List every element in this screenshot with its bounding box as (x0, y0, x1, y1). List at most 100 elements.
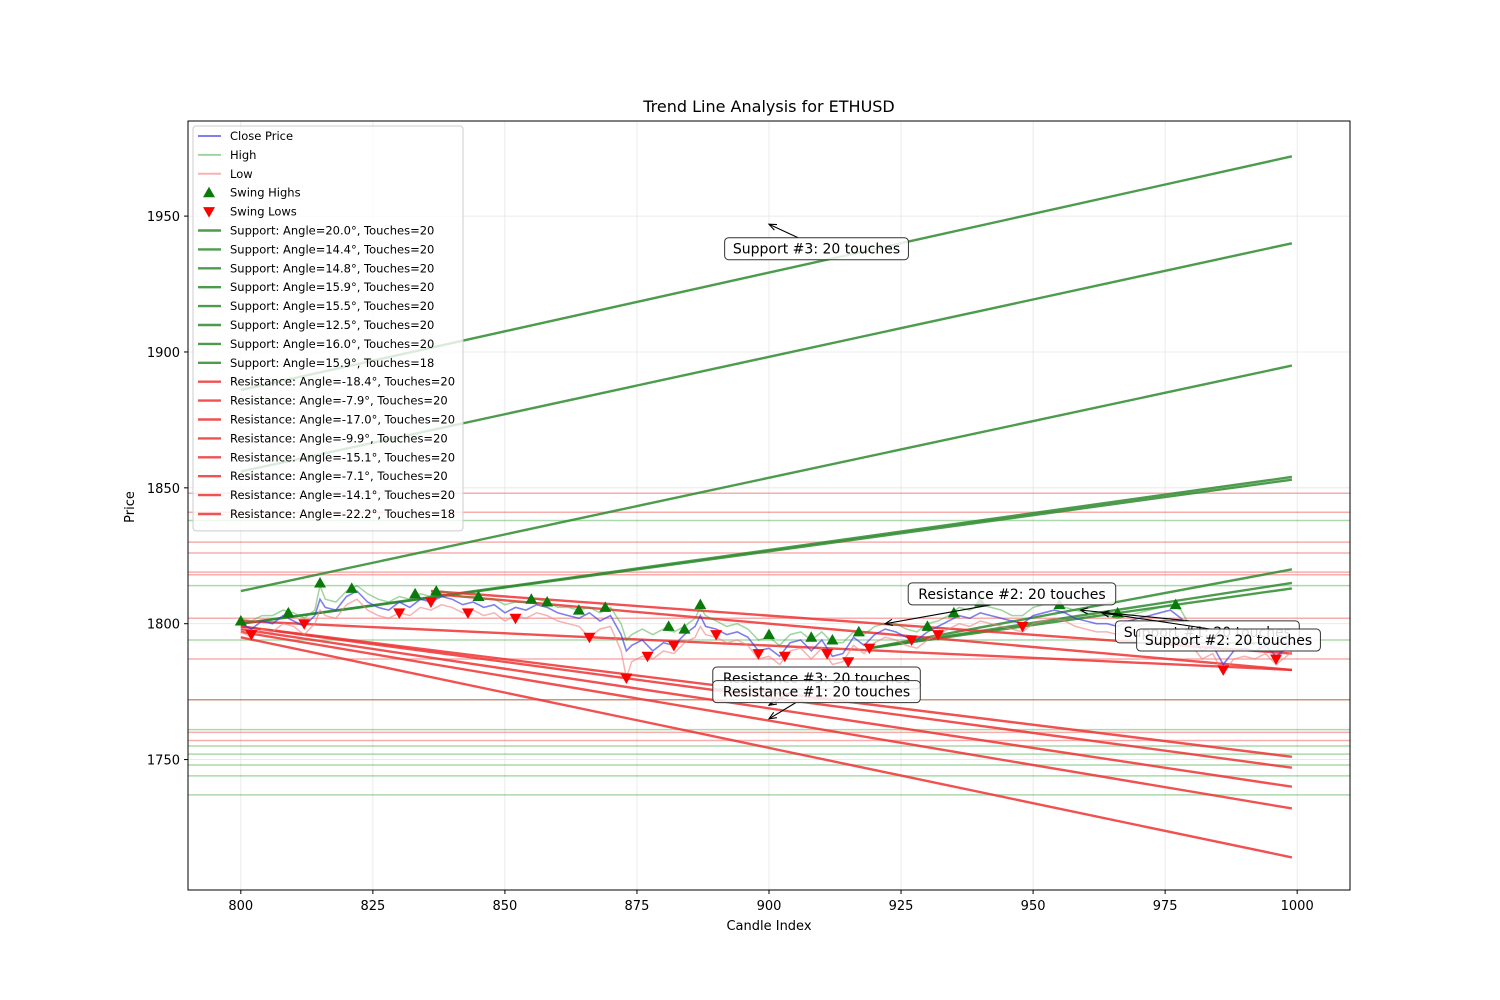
x-tick-label: 800 (228, 899, 253, 914)
swing-low-marker (778, 651, 791, 663)
swing-high-marker (430, 585, 443, 596)
annotation-arrow (1101, 612, 1211, 630)
swing-high-marker (1169, 598, 1182, 610)
resistance-trend-line (240, 619, 1292, 672)
swing-high-marker (472, 590, 485, 602)
swing-low-marker (932, 630, 945, 641)
y-axis-label: Price (123, 491, 138, 523)
legend-swatch-swing-high (203, 186, 215, 198)
x-tick-label: 975 (1153, 899, 1178, 914)
swing-high-marker (345, 582, 358, 593)
x-tick-label: 950 (1021, 899, 1046, 914)
annotation-arrowhead (1079, 607, 1089, 615)
swing-high-marker (314, 576, 327, 588)
swing-high-marker (694, 598, 707, 610)
swing-low-marker (583, 632, 596, 644)
legend-entry: Resistance: Angle=-7.9°, Touches=20 (230, 394, 448, 408)
annotation-arrow (768, 702, 797, 720)
swing-low-marker (1217, 665, 1230, 676)
legend-entry: Close Price (230, 129, 293, 143)
swing-high-marker (234, 614, 247, 626)
legend-entry: Resistance: Angle=-15.1°, Touches=20 (230, 450, 455, 464)
x-tick-label: 875 (625, 899, 650, 914)
legend-entry: Resistance: Angle=-14.1°, Touches=20 (230, 488, 455, 502)
x-tick-label: 850 (492, 899, 517, 914)
swing-high-marker (947, 606, 960, 618)
legend-entry: Resistance: Angle=-17.0°, Touches=20 (230, 413, 455, 427)
swing-high-marker (282, 606, 295, 618)
swing-low-marker (863, 643, 876, 655)
swing-low-marker (393, 608, 406, 619)
swing-high-marker (678, 623, 691, 634)
swing-high-marker (826, 634, 839, 645)
swing-low-marker (752, 649, 765, 660)
swing-low-marker (842, 657, 855, 668)
annotation-box (712, 680, 921, 704)
swing-low-marker (298, 619, 311, 630)
legend-entry: Support: Angle=14.4°, Touches=20 (230, 242, 434, 256)
x-tick-label: 900 (757, 899, 782, 914)
x-axis-label: Candle Index (726, 919, 811, 934)
annotation-arrowhead (767, 223, 778, 231)
swing-low-marker (641, 651, 654, 663)
legend: Close Price High Low Swing Highs Swing Lows S… (192, 125, 464, 532)
swing-high-marker (572, 604, 585, 615)
legend-entry: Support: Angle=20.0°, Touches=20 (230, 224, 434, 238)
swing-low-marker (710, 630, 723, 641)
annotation-text: Resistance #2: 20 touches (918, 587, 1105, 603)
swing-high-marker (662, 620, 675, 631)
support-trend-line (240, 475, 1293, 625)
swing-high-marker (921, 620, 934, 631)
x-tick-label: 925 (889, 899, 914, 914)
annotation-box (724, 237, 909, 261)
legend-entry: Resistance: Angle=-9.9°, Touches=20 (230, 431, 448, 445)
annotation-text: Resistance #1: 20 touches (723, 685, 910, 701)
swing-high-marker (805, 631, 818, 642)
resistance-trend-line (240, 636, 1293, 859)
swing-low-marker (245, 630, 258, 641)
swing-low-marker (667, 640, 680, 652)
swing-markers (234, 576, 1283, 685)
legend-entry: High (230, 148, 256, 162)
x-tick-label: 825 (360, 899, 385, 914)
annotation-arrowhead (767, 712, 777, 720)
annotation-box (907, 582, 1117, 606)
support-trend-line (240, 364, 1293, 593)
legend-entry: Support: Angle=15.5°, Touches=20 (230, 299, 434, 313)
swing-high-marker (525, 593, 538, 604)
legend-entry: Resistance: Angle=-22.2°, Touches=18 (230, 507, 455, 521)
swing-low-marker (1270, 654, 1283, 666)
y-tick-label: 1750 (147, 754, 180, 769)
swing-low-marker (905, 635, 918, 647)
legend-entry: Support: Angle=15.9°, Touches=20 (230, 280, 434, 294)
annotation-text: Support #3: 20 touches (733, 242, 900, 258)
chart-title: Trend Line Analysis for ETHUSD (642, 97, 895, 116)
annotation-arrow (885, 604, 992, 625)
legend-entry: Resistance: Angle=-18.4°, Touches=20 (230, 375, 455, 389)
axis-ticks: 800 825 850 875 900 925 950 975 1000 1750 1800 1850… (147, 210, 1314, 914)
legend-entry: Swing Highs (230, 186, 301, 200)
swing-high-marker (852, 625, 865, 637)
swing-high-marker (541, 595, 554, 607)
x-tick-label: 1000 (1281, 899, 1314, 914)
swing-low-marker (1016, 621, 1029, 633)
swing-high-marker (763, 628, 775, 640)
y-tick-label: 1800 (147, 618, 180, 633)
swing-high-marker (599, 601, 612, 612)
y-tick-label: 1950 (147, 210, 180, 225)
legend-entry: Low (230, 167, 253, 181)
legend-entry: Support: Angle=12.5°, Touches=20 (230, 318, 434, 332)
annotation-arrowhead (883, 618, 894, 627)
swing-high-marker (409, 587, 422, 599)
legend-entry: Support: Angle=14.8°, Touches=20 (230, 261, 434, 275)
y-tick-label: 1850 (147, 482, 180, 497)
legend-entry: Swing Lows (230, 205, 297, 219)
legend-entry: Support: Angle=16.0°, Touches=20 (230, 337, 434, 351)
legend-swatch-swing-low (203, 207, 215, 218)
legend-entry: Resistance: Angle=-7.1°, Touches=20 (230, 469, 448, 483)
resistance-trend-line (240, 630, 1293, 810)
swing-low-marker (821, 649, 834, 660)
annotation-arrow (1080, 609, 1190, 622)
annotation-arrow (768, 223, 799, 239)
